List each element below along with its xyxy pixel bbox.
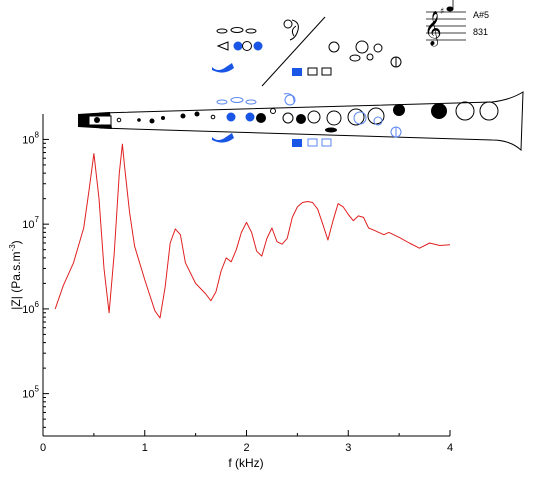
- key-closed: [194, 111, 200, 117]
- key-open: [347, 108, 365, 126]
- key-closed: [149, 118, 155, 124]
- key-circle: [328, 41, 340, 53]
- key-closed: [137, 118, 141, 122]
- key-square: [307, 67, 318, 76]
- key-closed: [94, 117, 100, 123]
- x-tick-label: 1: [142, 442, 148, 454]
- x-ticks: 0 1 2 3 4: [40, 430, 453, 454]
- key-closed: [431, 103, 447, 119]
- treble-clef-icon: 𝄞: [424, 11, 442, 47]
- key-square-closed: [292, 68, 302, 76]
- x-axis-title: f (kHz): [228, 456, 263, 470]
- key-closed: [325, 127, 337, 133]
- impedance-curve: [54, 143, 451, 319]
- key-oval: [245, 99, 257, 105]
- axes: [42, 114, 450, 437]
- key-open: [307, 110, 321, 124]
- note-panel: 𝄞 ♯ A#5 831: [424, 0, 489, 47]
- key-circle: [373, 116, 383, 126]
- key-oval: [245, 28, 257, 34]
- key-curve: [289, 19, 299, 41]
- x-tick-label: 0: [40, 442, 46, 454]
- key-circle: [353, 111, 367, 125]
- key-oval: [230, 27, 244, 33]
- y-axis-title: |Z| (Pa.s.m-3): [8, 240, 23, 309]
- key-closed: [393, 104, 405, 116]
- key-open: [455, 101, 475, 121]
- y-tick-label: 107: [22, 215, 39, 231]
- key-oval: [349, 54, 361, 62]
- fingering-diagram: [216, 16, 402, 87]
- instrument-body: [99, 91, 524, 152]
- key-open: [242, 41, 252, 51]
- key-open: [210, 114, 216, 120]
- key-closed: [233, 41, 243, 51]
- divider-line: [261, 16, 326, 87]
- key-closed: [161, 116, 165, 120]
- key-closed: [180, 113, 186, 119]
- key-open: [479, 101, 499, 121]
- note-name: A#5: [473, 10, 489, 20]
- fingering-overlay: [216, 93, 402, 147]
- key-square: [307, 138, 318, 147]
- key-open: [116, 117, 122, 123]
- key-circle: [355, 40, 369, 54]
- key-closed: [256, 113, 266, 123]
- key-square: [321, 67, 332, 76]
- key-open: [270, 108, 276, 114]
- y-tick-label: 106: [22, 300, 39, 316]
- key-curve: [291, 25, 297, 37]
- y-tick-label: 105: [22, 385, 39, 401]
- key-crescent: [212, 63, 234, 73]
- series: [54, 143, 451, 319]
- y-tick-label: 108: [22, 130, 39, 146]
- key-oval: [216, 28, 228, 34]
- key-closed: [253, 41, 263, 51]
- key-oval: [230, 97, 244, 103]
- note-frequency: 831: [473, 27, 488, 37]
- key-open: [326, 110, 342, 126]
- key-square-closed: [292, 139, 302, 147]
- key-circle: [283, 19, 293, 29]
- key-square: [321, 138, 332, 147]
- key-closed: [226, 112, 236, 122]
- key-circle: [284, 94, 296, 106]
- y-ticks: 105 106 107 108: [22, 130, 49, 428]
- instrument-diagram: [78, 91, 524, 152]
- x-tick-label: 3: [345, 442, 351, 454]
- key-closed: [296, 114, 306, 124]
- notehead-icon: [446, 6, 454, 12]
- key-open: [367, 107, 385, 125]
- x-tick-label: 4: [447, 442, 453, 454]
- barrel: [88, 115, 112, 126]
- key-curve: [283, 93, 295, 103]
- key-circle: [373, 43, 383, 53]
- x-tick-label: 2: [243, 442, 249, 454]
- key-open: [282, 112, 294, 124]
- key-crescent: [212, 133, 234, 143]
- key-oval: [216, 99, 228, 105]
- key-closed: [245, 112, 255, 122]
- sharp-icon: ♯: [440, 7, 444, 17]
- key-triangle: [216, 41, 229, 51]
- key-circle: [366, 53, 374, 61]
